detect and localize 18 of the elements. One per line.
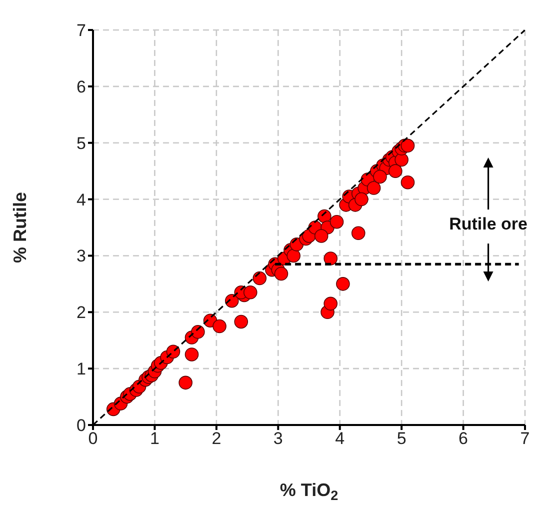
annotation: Rutile ore <box>449 214 528 234</box>
y-tick-label: 5 <box>76 134 86 153</box>
y-tick-label: 4 <box>76 190 86 210</box>
y-tick-label: 1 <box>76 360 86 379</box>
y-tick-label: 2 <box>76 303 86 322</box>
y-tick-label: 6 <box>76 77 86 96</box>
y-tick-label: 0 <box>76 416 86 436</box>
x-tick-label: 1 <box>150 429 160 448</box>
x-tick-label: 3 <box>273 429 283 448</box>
x-tick-label: 5 <box>396 429 406 448</box>
y-tick-label: 3 <box>76 246 86 266</box>
y-tick-label: 7 <box>76 21 86 40</box>
x-tick-label: 6 <box>458 429 468 448</box>
x-tick-label: 2 <box>212 429 222 448</box>
x-axis-title: % TiO$_{2}$ <box>280 480 338 504</box>
x-tick-label: 7 <box>520 429 530 448</box>
y-axis-title: % Rutile <box>10 192 30 264</box>
x-tick-label: 4 <box>335 429 345 448</box>
